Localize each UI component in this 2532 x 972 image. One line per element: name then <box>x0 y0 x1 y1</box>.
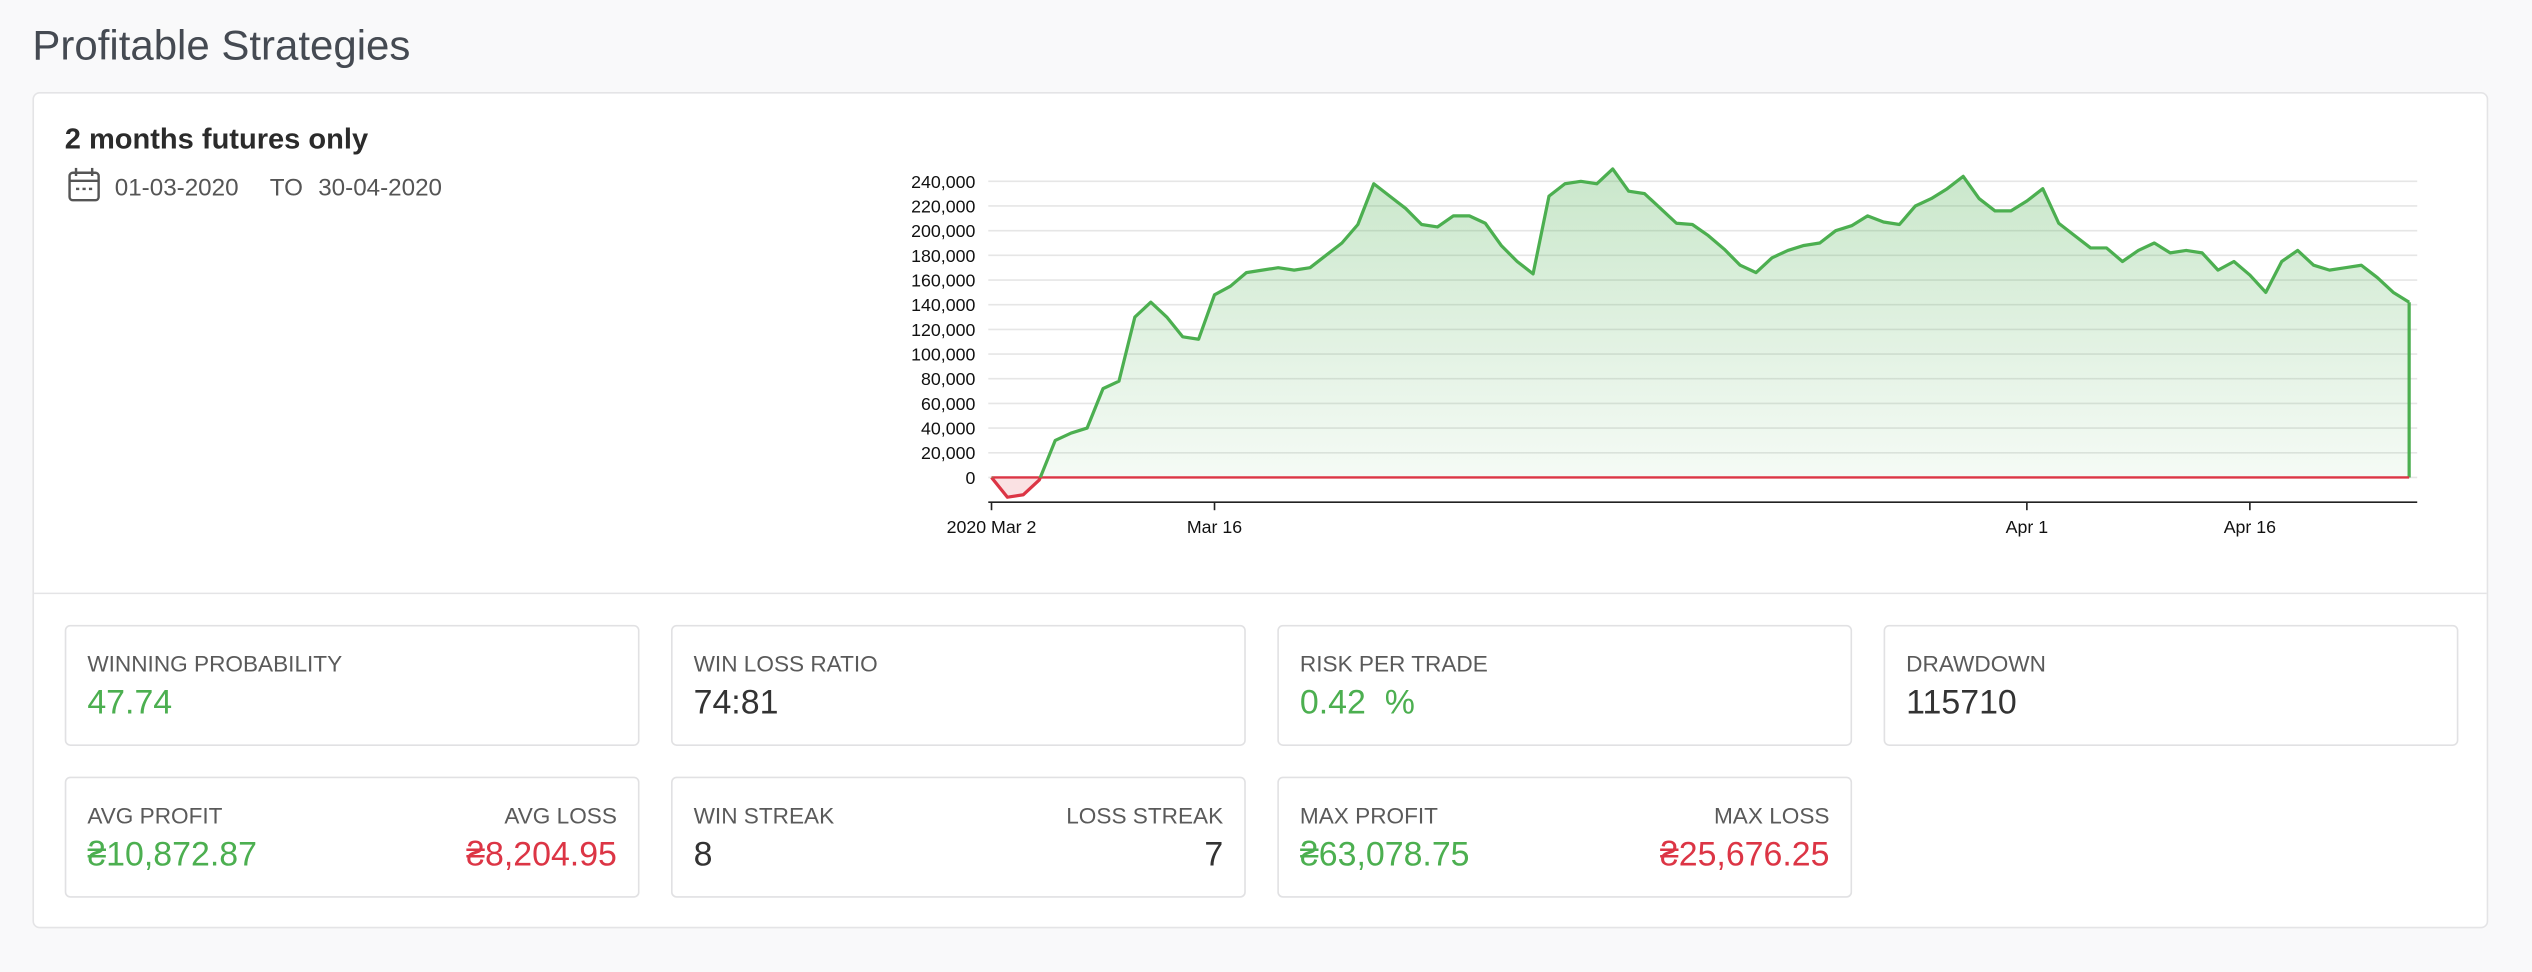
stat-card <box>1883 624 2459 746</box>
chart: 0 20,000 40,000 60,000 80,000 100,000 120,000 1… <box>911 167 2418 537</box>
y-tick-label: 20,000 <box>921 443 975 463</box>
y-tick-label: 120,000 <box>911 320 975 340</box>
y-tick-label: 220,000 <box>911 196 975 216</box>
stat-label: WIN STREAK <box>694 803 835 828</box>
stat-card <box>1277 624 1853 746</box>
page-title: Profitable Strategies <box>32 22 410 69</box>
stat-label: AVG PROFIT <box>87 803 222 828</box>
stat-value: 47.74 <box>87 684 172 722</box>
stat-label: RISK PER TRADE <box>1300 652 1488 677</box>
x-tick-label: 2020 Mar 2 <box>947 517 1037 537</box>
stat-label: WINNING PROBABILITY <box>87 652 342 677</box>
stat-value: 115710 <box>1906 684 2017 722</box>
x-tick-label: Apr 16 <box>2224 517 2276 537</box>
y-tick-label: 140,000 <box>911 295 975 315</box>
stat-label: WIN LOSS RATIO <box>694 652 878 677</box>
x-tick-label: Mar 16 <box>1187 517 1242 537</box>
y-tick-label: 60,000 <box>921 394 975 414</box>
date-from: 01-03-2020 <box>115 174 239 201</box>
y-tick-label: 180,000 <box>911 246 975 266</box>
stat-card <box>671 776 1246 898</box>
stat-value: 7 <box>1204 835 1223 873</box>
stat-value: 0.42 % <box>1300 684 1415 722</box>
stat-value: ₴8,204.95 <box>466 835 617 873</box>
y-tick-label: 80,000 <box>921 369 975 389</box>
stat-value: ₴25,676.25 <box>1660 835 1830 873</box>
y-tick-label: 160,000 <box>911 270 975 290</box>
stat-label: LOSS STREAK <box>1066 803 1223 828</box>
stat-value: ₴63,078.75 <box>1300 835 1470 873</box>
calendar-icon <box>68 167 100 202</box>
stat-card <box>64 624 640 746</box>
x-tick-label: Apr 1 <box>2006 517 2048 537</box>
y-tick-label: 200,000 <box>911 221 975 241</box>
y-tick-label: 100,000 <box>911 345 975 365</box>
y-tick-label: 40,000 <box>921 419 975 439</box>
area-fill <box>991 168 2410 478</box>
stat-label: MAX PROFIT <box>1300 803 1438 828</box>
stats: WINNING PROBABILITY 47.74 WIN LOSS RATIO 74… <box>64 624 2459 898</box>
y-tick-label: 240,000 <box>911 172 975 192</box>
stat-card <box>671 624 1246 746</box>
stat-label: MAX LOSS <box>1714 803 1830 828</box>
stat-value: 8 <box>694 835 713 873</box>
stat-value: 74:81 <box>694 684 779 722</box>
line <box>991 167 2411 478</box>
stat-value: ₴10,872.87 <box>87 835 257 873</box>
y-tick-label: 0 <box>965 468 975 488</box>
stat-card <box>1277 776 1853 898</box>
stat-card <box>64 776 640 898</box>
date-separator: TO <box>270 174 303 201</box>
stat-label: AVG LOSS <box>504 803 617 828</box>
strategy-name: 2 months futures only <box>65 124 368 156</box>
stat-label: DRAWDOWN <box>1906 652 2046 677</box>
date-to: 30-04-2020 <box>318 174 442 201</box>
